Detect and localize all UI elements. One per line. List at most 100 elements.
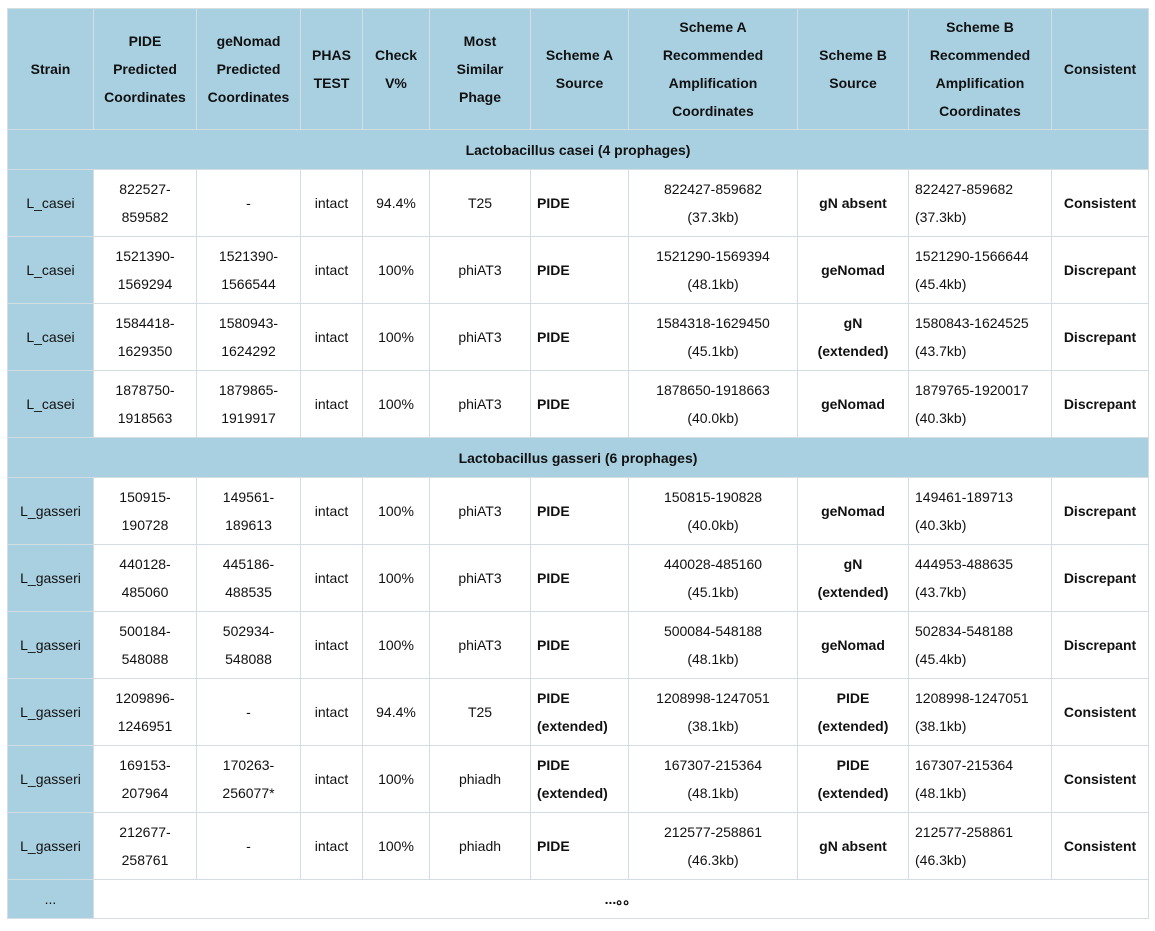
cell: Consistent (1051, 745, 1149, 813)
group-row: Lactobacillus casei (4 prophages) (7, 129, 1149, 170)
cell: gN absent (797, 812, 909, 880)
header-cell: PHAS TEST (300, 8, 363, 130)
cell: geNomad (797, 477, 909, 545)
cell: ... (7, 879, 94, 919)
header-cell: Scheme B Source (797, 8, 909, 130)
cell: PIDE (530, 812, 629, 880)
cell: Consistent (1051, 169, 1149, 237)
cell: geNomad (797, 611, 909, 679)
data-row: L_casei 1521390- 1569294 1521390- 1566544 i… (7, 236, 1149, 304)
cell: 100% (362, 370, 430, 438)
cell: L_casei (7, 370, 94, 438)
cell: intact (300, 611, 363, 679)
cell: 100% (362, 745, 430, 813)
cell: intact (300, 812, 363, 880)
cell: intact (300, 169, 363, 237)
cell: - (196, 678, 301, 746)
cell: PIDE (530, 544, 629, 612)
cell: PIDE (530, 303, 629, 371)
cell: phiAT3 (429, 544, 531, 612)
cell: Discrepant (1051, 236, 1149, 304)
prophage-table: Strain PIDE Predicted Coordinates geNomad … (7, 8, 1149, 919)
cell: L_gasseri (7, 544, 94, 612)
header-cell: Scheme A Source (530, 8, 629, 130)
group-title: Lactobacillus gasseri (6 prophages) (7, 437, 1149, 478)
cell: 167307-215364 (48.1kb) (908, 745, 1052, 813)
group-title: Lactobacillus casei (4 prophages) (7, 129, 1149, 170)
cell: 100% (362, 236, 430, 304)
cell: gN absent (797, 169, 909, 237)
cell: 1879865- 1919917 (196, 370, 301, 438)
cell: intact (300, 477, 363, 545)
cell: 445186- 488535 (196, 544, 301, 612)
cell: 1584418- 1629350 (93, 303, 197, 371)
header-cell: Scheme B Recommended Amplification Coord… (908, 8, 1052, 130)
cell: intact (300, 236, 363, 304)
cell: 212677- 258761 (93, 812, 197, 880)
cell: 500184- 548088 (93, 611, 197, 679)
cell: PIDE (530, 169, 629, 237)
data-row: L_gasseri 440128- 485060 445186- 488535 int… (7, 544, 1149, 612)
cell: phiAT3 (429, 303, 531, 371)
data-row: L_casei 1878750- 1918563 1879865- 1919917 i… (7, 370, 1149, 438)
cell: 100% (362, 812, 430, 880)
footer-row: ......。。 (7, 879, 1149, 919)
cell: 1521390- 1566544 (196, 236, 301, 304)
cell: phiAT3 (429, 611, 531, 679)
cell: T25 (429, 678, 531, 746)
cell: L_gasseri (7, 611, 94, 679)
cell: 1878650-1918663 (40.0kb) (628, 370, 798, 438)
cell: 100% (362, 477, 430, 545)
cell: intact (300, 303, 363, 371)
cell: gN (extended) (797, 303, 909, 371)
cell: phiAT3 (429, 477, 531, 545)
cell: geNomad (797, 236, 909, 304)
cell: Discrepant (1051, 303, 1149, 371)
cell: 822427-859682 (37.3kb) (908, 169, 1052, 237)
cell: 169153- 207964 (93, 745, 197, 813)
cell: intact (300, 678, 363, 746)
cell: L_gasseri (7, 678, 94, 746)
cell: 149461-189713 (40.3kb) (908, 477, 1052, 545)
header-cell: Strain (7, 8, 94, 130)
cell: PIDE (530, 370, 629, 438)
cell: 822527- 859582 (93, 169, 197, 237)
cell: geNomad (797, 370, 909, 438)
cell: Discrepant (1051, 611, 1149, 679)
header-cell: PIDE Predicted Coordinates (93, 8, 197, 130)
header-cell: geNomad Predicted Coordinates (196, 8, 301, 130)
cell: 502834-548188 (45.4kb) (908, 611, 1052, 679)
cell: 502934- 548088 (196, 611, 301, 679)
header-cell: Scheme A Recommended Amplification Coord… (628, 8, 798, 130)
cell: 1580843-1624525 (43.7kb) (908, 303, 1052, 371)
header-cell: Consistent (1051, 8, 1149, 130)
cell: 440128- 485060 (93, 544, 197, 612)
cell: 822427-859682 (37.3kb) (628, 169, 798, 237)
cell: PIDE (extended) (530, 745, 629, 813)
cell: intact (300, 544, 363, 612)
cell: 444953-488635 (43.7kb) (908, 544, 1052, 612)
cell: - (196, 812, 301, 880)
cell: 1209896- 1246951 (93, 678, 197, 746)
cell: ...。。 (93, 879, 1149, 919)
cell: 167307-215364 (48.1kb) (628, 745, 798, 813)
cell: - (196, 169, 301, 237)
cell: PIDE (530, 611, 629, 679)
cell: 1208998-1247051 (38.1kb) (908, 678, 1052, 746)
cell: 150815-190828 (40.0kb) (628, 477, 798, 545)
data-row: L_casei 822527- 859582- intact 94.4% T25 PIDE… (7, 169, 1149, 237)
cell: Consistent (1051, 812, 1149, 880)
cell: L_casei (7, 303, 94, 371)
cell: intact (300, 370, 363, 438)
cell: 1521290-1566644 (45.4kb) (908, 236, 1052, 304)
cell: 212577-258861 (46.3kb) (908, 812, 1052, 880)
data-row: L_gasseri 169153- 207964 170263- 256077* in… (7, 745, 1149, 813)
cell: 1580943- 1624292 (196, 303, 301, 371)
cell: 1521290-1569394 (48.1kb) (628, 236, 798, 304)
cell: Discrepant (1051, 477, 1149, 545)
header-row: Strain PIDE Predicted Coordinates geNomad … (7, 8, 1149, 130)
data-row: L_gasseri 150915- 190728 149561- 189613 int… (7, 477, 1149, 545)
cell: L_casei (7, 169, 94, 237)
cell: PIDE (530, 236, 629, 304)
cell: 440028-485160 (45.1kb) (628, 544, 798, 612)
